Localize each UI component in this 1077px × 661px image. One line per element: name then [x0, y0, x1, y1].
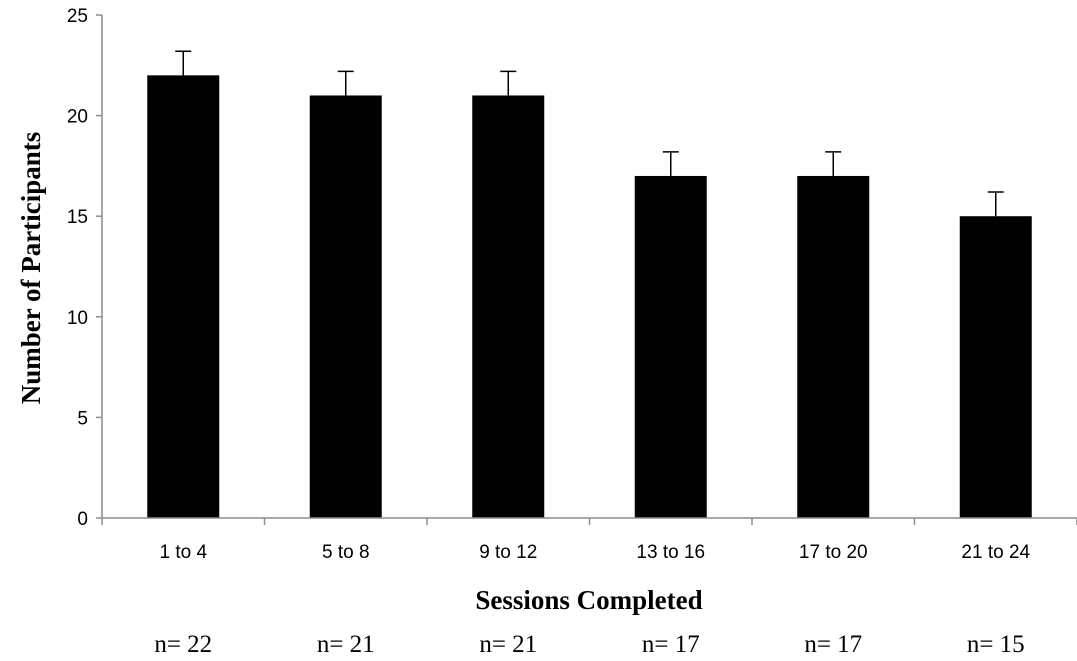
n-label: n= 21 [317, 631, 375, 658]
bar [310, 95, 382, 518]
bar [960, 216, 1032, 518]
bar [797, 176, 869, 518]
y-tick-label: 20 [67, 107, 88, 128]
y-tick-label: 10 [67, 308, 88, 329]
x-tick-label: 5 to 8 [322, 542, 370, 563]
bars [147, 75, 1032, 518]
y-axis-ticks: 0 5 10 15 20 25 [67, 6, 102, 530]
n-label: n= 15 [967, 631, 1025, 658]
x-tick-label: 9 to 12 [479, 542, 537, 563]
bar [147, 75, 219, 518]
y-tick-label: 5 [77, 408, 88, 429]
y-tick-label: 15 [67, 207, 88, 228]
error-bars [175, 51, 1004, 216]
n-label: n= 21 [479, 631, 537, 658]
x-tick-labels: 1 to 4 5 to 8 9 to 12 13 to 16 17 to 20 21 to… [159, 542, 1030, 563]
bar [472, 95, 544, 518]
n-label: n= 17 [642, 631, 700, 658]
x-axis-title: Sessions Completed [475, 585, 702, 615]
x-tick-label: 13 to 16 [636, 542, 705, 563]
n-label: n= 17 [804, 631, 862, 658]
y-tick-label: 25 [67, 6, 88, 27]
x-tick-label: 21 to 24 [961, 542, 1030, 563]
x-tick-label: 17 to 20 [799, 542, 868, 563]
y-axis-title: Number of Participants [16, 132, 46, 404]
n-labels: n= 22 n= 21 n= 21 n= 17 n= 17 n= 15 [154, 631, 1024, 658]
bar [635, 176, 707, 518]
n-label: n= 22 [154, 631, 212, 658]
x-axis-ticks [102, 518, 1077, 525]
x-tick-label: 1 to 4 [159, 542, 207, 563]
y-tick-label: 0 [77, 509, 88, 530]
